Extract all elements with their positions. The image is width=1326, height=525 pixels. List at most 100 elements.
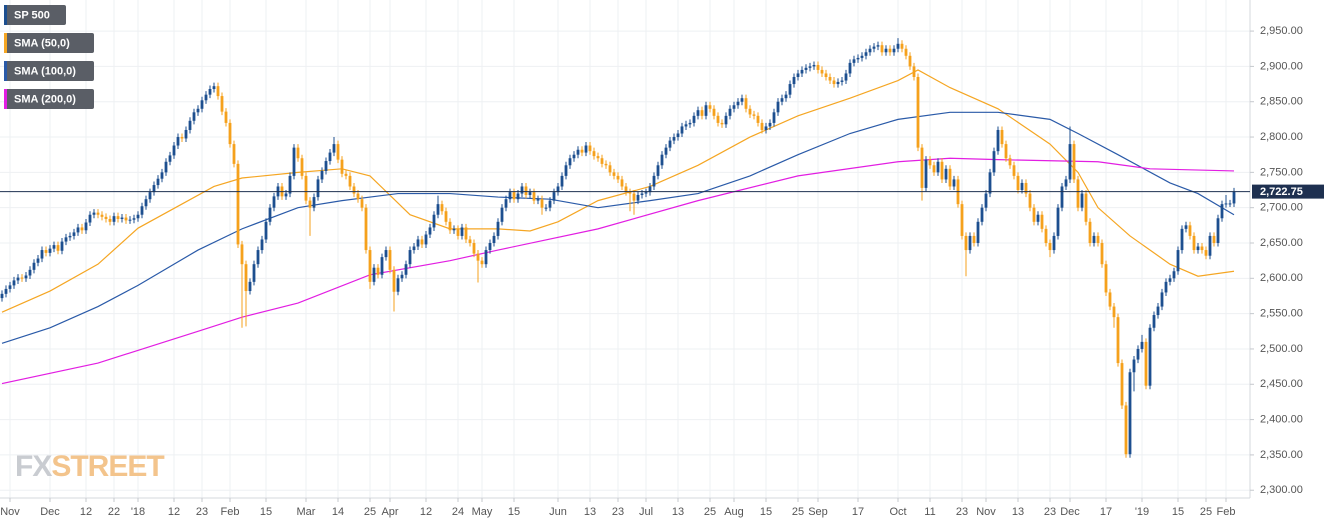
candle-body [264, 221, 268, 240]
candle-body [736, 101, 740, 106]
candle-body [680, 126, 684, 134]
candle-body [212, 86, 216, 90]
candle-body [44, 250, 48, 253]
candle-body [528, 192, 532, 195]
candle-body [488, 242, 492, 251]
x-tick-label: 13 [1012, 506, 1024, 518]
candle-body [72, 232, 76, 236]
candle-body [40, 250, 44, 259]
candle-body [400, 274, 404, 279]
candle-body [300, 158, 304, 176]
candle-body [1088, 221, 1092, 243]
x-tick-label: 25 [364, 506, 376, 518]
x-tick-label: 24 [452, 506, 464, 518]
candle-body [772, 112, 776, 123]
candle-body [912, 66, 916, 77]
candle-body [48, 248, 52, 253]
x-tick-label: May [472, 506, 493, 518]
x-tick-label: 14 [332, 506, 344, 518]
x-tick-label: 11 [924, 506, 935, 518]
candle-body [952, 179, 956, 187]
candle-body [428, 227, 432, 235]
candle-body [1060, 186, 1064, 208]
candle-body [1200, 246, 1204, 251]
candle-body [884, 48, 888, 53]
candle-body [972, 235, 976, 243]
candle-body [596, 156, 600, 159]
candle-body [684, 124, 688, 127]
x-tick-label: Mar [297, 506, 316, 518]
candle-body [1092, 235, 1096, 243]
candle-body [112, 216, 116, 222]
candle-body [268, 207, 272, 222]
candle-body [936, 161, 940, 173]
candle-body [272, 196, 276, 208]
candle-body [960, 204, 964, 236]
y-tick-label: 2,700.00 [1260, 202, 1303, 214]
candle-body [632, 193, 636, 201]
candle-body [896, 43, 900, 49]
candle-body [1224, 203, 1228, 205]
candle-body [512, 192, 516, 200]
candle-body [348, 175, 352, 187]
candle-body [820, 69, 824, 74]
candle-body [640, 193, 644, 195]
candle-body [176, 137, 180, 146]
candle-body [8, 285, 12, 289]
candle-body [980, 207, 984, 222]
candle-body [976, 221, 980, 243]
candle-body [748, 108, 752, 115]
x-tick-label: 17 [1100, 506, 1112, 518]
candle-body [1204, 250, 1208, 256]
candle-body [448, 221, 452, 231]
candle-body [260, 239, 264, 251]
y-tick-label: 2,350.00 [1260, 449, 1303, 461]
candle-body [16, 277, 20, 281]
candle-body [1160, 292, 1164, 307]
candle-body [1052, 235, 1056, 251]
candle-body [496, 221, 500, 236]
candle-body [1000, 129, 1004, 145]
candle-body [792, 76, 796, 85]
y-tick-label: 2,800.00 [1260, 131, 1303, 143]
legend-box [4, 61, 94, 81]
x-tick-label: 15 [1172, 506, 1184, 518]
candle-body [568, 158, 572, 166]
candle-body [124, 217, 128, 221]
candle-body [892, 48, 896, 53]
logo: FXSTREET [15, 450, 164, 483]
candle-body [668, 140, 672, 148]
candle-body [760, 122, 764, 130]
candle-body [868, 48, 872, 53]
candle-body [1176, 250, 1180, 272]
candle-body [796, 73, 800, 77]
candle-body [604, 163, 608, 166]
candle-body [216, 86, 220, 97]
x-tick-label: 25 [792, 506, 804, 518]
candle-body [780, 98, 784, 102]
candle-body [624, 186, 628, 193]
candle-body [916, 76, 920, 148]
candle-body [224, 111, 228, 123]
candle-body [444, 211, 448, 222]
y-tick-label: 2,950.00 [1260, 25, 1303, 37]
candle-body [904, 48, 908, 56]
candle-body [724, 115, 728, 125]
candle-body [364, 207, 368, 251]
candle-body [320, 170, 324, 180]
candle-body [576, 149, 580, 155]
candle-body [696, 110, 700, 116]
candle-body [508, 192, 512, 200]
candle-body [1080, 193, 1084, 208]
candle-body [1148, 327, 1152, 386]
x-tick-label: 13 [584, 506, 596, 518]
y-tick-label: 2,600.00 [1260, 272, 1303, 284]
x-tick-label: Jun [549, 506, 567, 518]
candle-body [1120, 363, 1124, 406]
candle-body [1168, 278, 1172, 282]
candle-body [464, 227, 468, 240]
candle-body [752, 114, 756, 116]
candle-body [256, 250, 260, 265]
candle-body [600, 158, 604, 164]
